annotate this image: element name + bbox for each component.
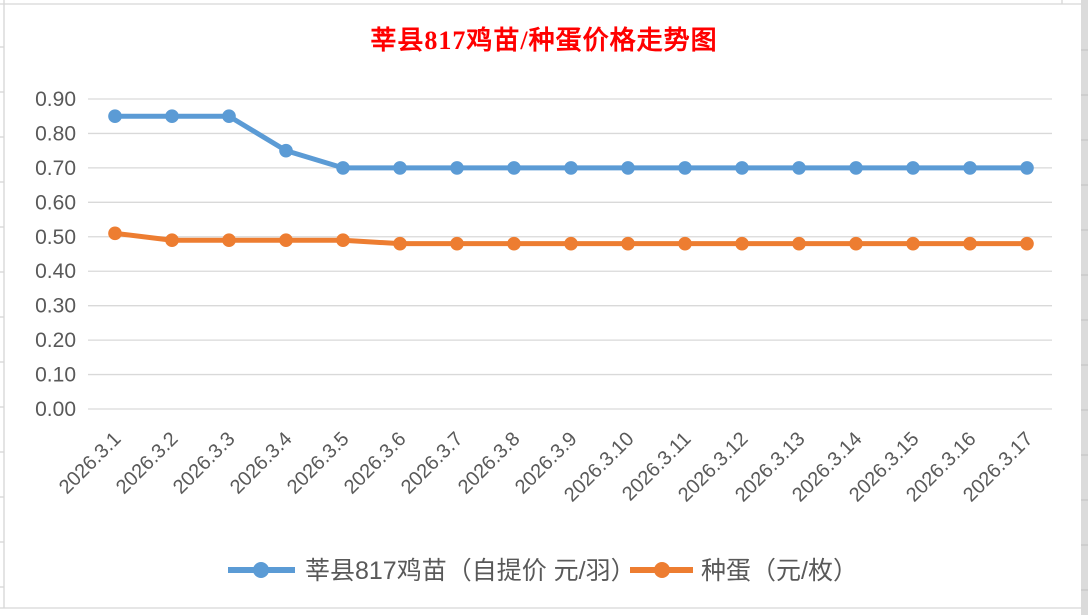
data-point-marker [507, 161, 521, 175]
x-axis-tick-label: 2026.3.4 [226, 428, 297, 499]
y-axis-tick-label: 0.10 [35, 364, 76, 387]
chart-legend: 莘县817鸡苗（自提价 元/羽） 种蛋（元/枚） [228, 557, 858, 585]
data-point-marker [849, 236, 863, 251]
series-1 [108, 226, 1034, 251]
data-point-marker [963, 236, 977, 251]
data-point-marker [108, 109, 122, 124]
data-point-marker [621, 161, 635, 175]
data-point-marker [678, 236, 692, 251]
y-axis-tick-labels: 0.00 0.10 0.20 0.30 0.40 0.50 0.60 0.70 0.80 0.90 [35, 88, 76, 421]
data-point-marker [735, 161, 749, 175]
data-point-marker [1020, 236, 1034, 251]
legend-marker-dot [253, 562, 269, 578]
legend-marker-dot [654, 562, 670, 578]
data-point-marker [108, 226, 122, 241]
data-point-marker [450, 236, 464, 251]
data-point-marker [222, 233, 236, 248]
y-axis-tick-label: 0.70 [35, 157, 76, 180]
data-point-marker [507, 236, 521, 251]
data-point-marker [906, 161, 920, 175]
data-point-marker [165, 109, 179, 124]
data-point-marker [735, 236, 749, 251]
data-point-marker [336, 161, 350, 175]
x-axis-tick-label: 2026.3.3 [169, 428, 240, 499]
data-point-marker [849, 161, 863, 175]
data-point-marker [963, 161, 977, 175]
data-point-marker [621, 236, 635, 251]
y-axis-tick-label: 0.80 [35, 122, 76, 145]
data-point-marker [222, 109, 236, 124]
data-point-marker [906, 236, 920, 251]
y-axis-tick-label: 0.60 [35, 191, 76, 214]
legend-label: 莘县817鸡苗（自提价 元/羽） [305, 557, 636, 585]
legend-item-1: 种蛋（元/枚） [630, 557, 858, 585]
data-point-marker [1020, 161, 1034, 175]
data-point-marker [564, 161, 578, 175]
x-axis-tick-label: 2026.3.2 [112, 428, 183, 499]
chart-title: 莘县817鸡苗/种蛋价格走势图 [370, 26, 718, 55]
y-axis-tick-label: 0.00 [35, 398, 76, 421]
data-point-marker [792, 161, 806, 175]
y-axis-tick-label: 0.50 [35, 226, 76, 249]
data-point-marker [393, 236, 407, 251]
data-point-marker [393, 161, 407, 175]
data-series [108, 109, 1034, 251]
y-axis-tick-label: 0.90 [35, 88, 76, 111]
x-axis-tick-labels: 2026.3.12026.3.22026.3.32026.3.42026.3.5… [55, 428, 1038, 506]
x-axis-tick-label: 2026.3.7 [397, 428, 468, 499]
y-axis-tick-label: 0.20 [35, 329, 76, 352]
data-point-marker [450, 161, 464, 175]
legend-label: 种蛋（元/枚） [701, 557, 858, 585]
x-axis-tick-label: 2026.3.1 [55, 428, 126, 499]
series-0 [108, 109, 1034, 175]
x-axis-tick-label: 2026.3.6 [340, 428, 411, 499]
data-point-marker [564, 236, 578, 251]
x-axis-tick-label: 2026.3.8 [454, 428, 525, 499]
x-axis-tick-label: 2026.3.5 [283, 428, 354, 499]
data-point-marker [678, 161, 692, 175]
data-point-marker [279, 143, 293, 158]
data-point-marker [792, 236, 806, 251]
data-point-marker [279, 233, 293, 248]
y-axis-tick-label: 0.30 [35, 295, 76, 318]
data-point-marker [165, 233, 179, 248]
data-point-marker [336, 233, 350, 248]
legend-item-0: 莘县817鸡苗（自提价 元/羽） [228, 557, 636, 585]
y-axis-tick-label: 0.40 [35, 260, 76, 283]
plot-gridlines [88, 98, 1052, 410]
